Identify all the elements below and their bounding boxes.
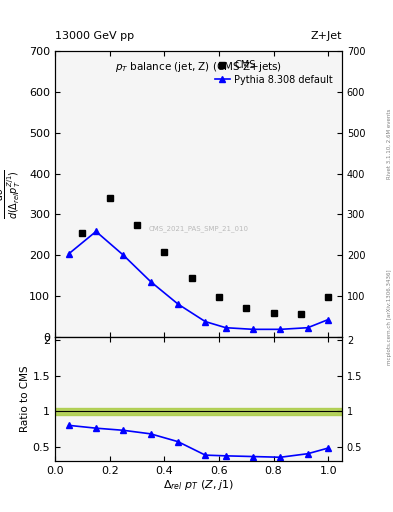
Text: 13000 GeV pp: 13000 GeV pp xyxy=(55,31,134,41)
Y-axis label: Ratio to CMS: Ratio to CMS xyxy=(20,366,30,432)
Legend: CMS, Pythia 8.308 default: CMS, Pythia 8.308 default xyxy=(211,56,337,89)
Text: $p_T$ balance (jet, Z) (CMS Z+jets): $p_T$ balance (jet, Z) (CMS Z+jets) xyxy=(115,60,282,74)
Text: CMS_2021_PAS_SMP_21_010: CMS_2021_PAS_SMP_21_010 xyxy=(149,225,248,231)
Text: Z+Jet: Z+Jet xyxy=(310,31,342,41)
Text: mcplots.cern.ch [arXiv:1306.3436]: mcplots.cern.ch [arXiv:1306.3436] xyxy=(387,270,391,365)
X-axis label: $\Delta_{rel}\ p_T\ (Z,j1)$: $\Delta_{rel}\ p_T\ (Z,j1)$ xyxy=(163,478,234,493)
Text: Rivet 3.1.10, 2.6M events: Rivet 3.1.10, 2.6M events xyxy=(387,108,391,179)
Bar xyxy=(55,408,342,415)
Y-axis label: $\frac{d\sigma}{d(\Delta_{rel} p_T^{Zj1})}$: $\frac{d\sigma}{d(\Delta_{rel} p_T^{Zj1}… xyxy=(0,169,24,219)
